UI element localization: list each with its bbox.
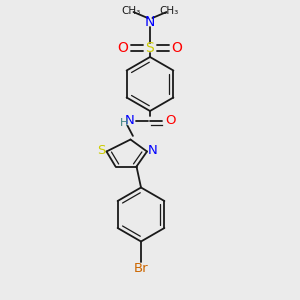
Text: H: H	[120, 118, 128, 128]
Text: N: N	[145, 16, 155, 29]
Text: N: N	[125, 114, 134, 127]
Text: S: S	[146, 41, 154, 55]
Text: O: O	[166, 114, 176, 128]
Text: Br: Br	[134, 262, 148, 275]
Text: S: S	[97, 144, 105, 158]
Text: CH₃: CH₃	[160, 5, 179, 16]
Text: O: O	[172, 41, 182, 55]
Text: CH₃: CH₃	[121, 5, 140, 16]
Text: O: O	[118, 41, 128, 55]
Text: N: N	[148, 144, 157, 157]
